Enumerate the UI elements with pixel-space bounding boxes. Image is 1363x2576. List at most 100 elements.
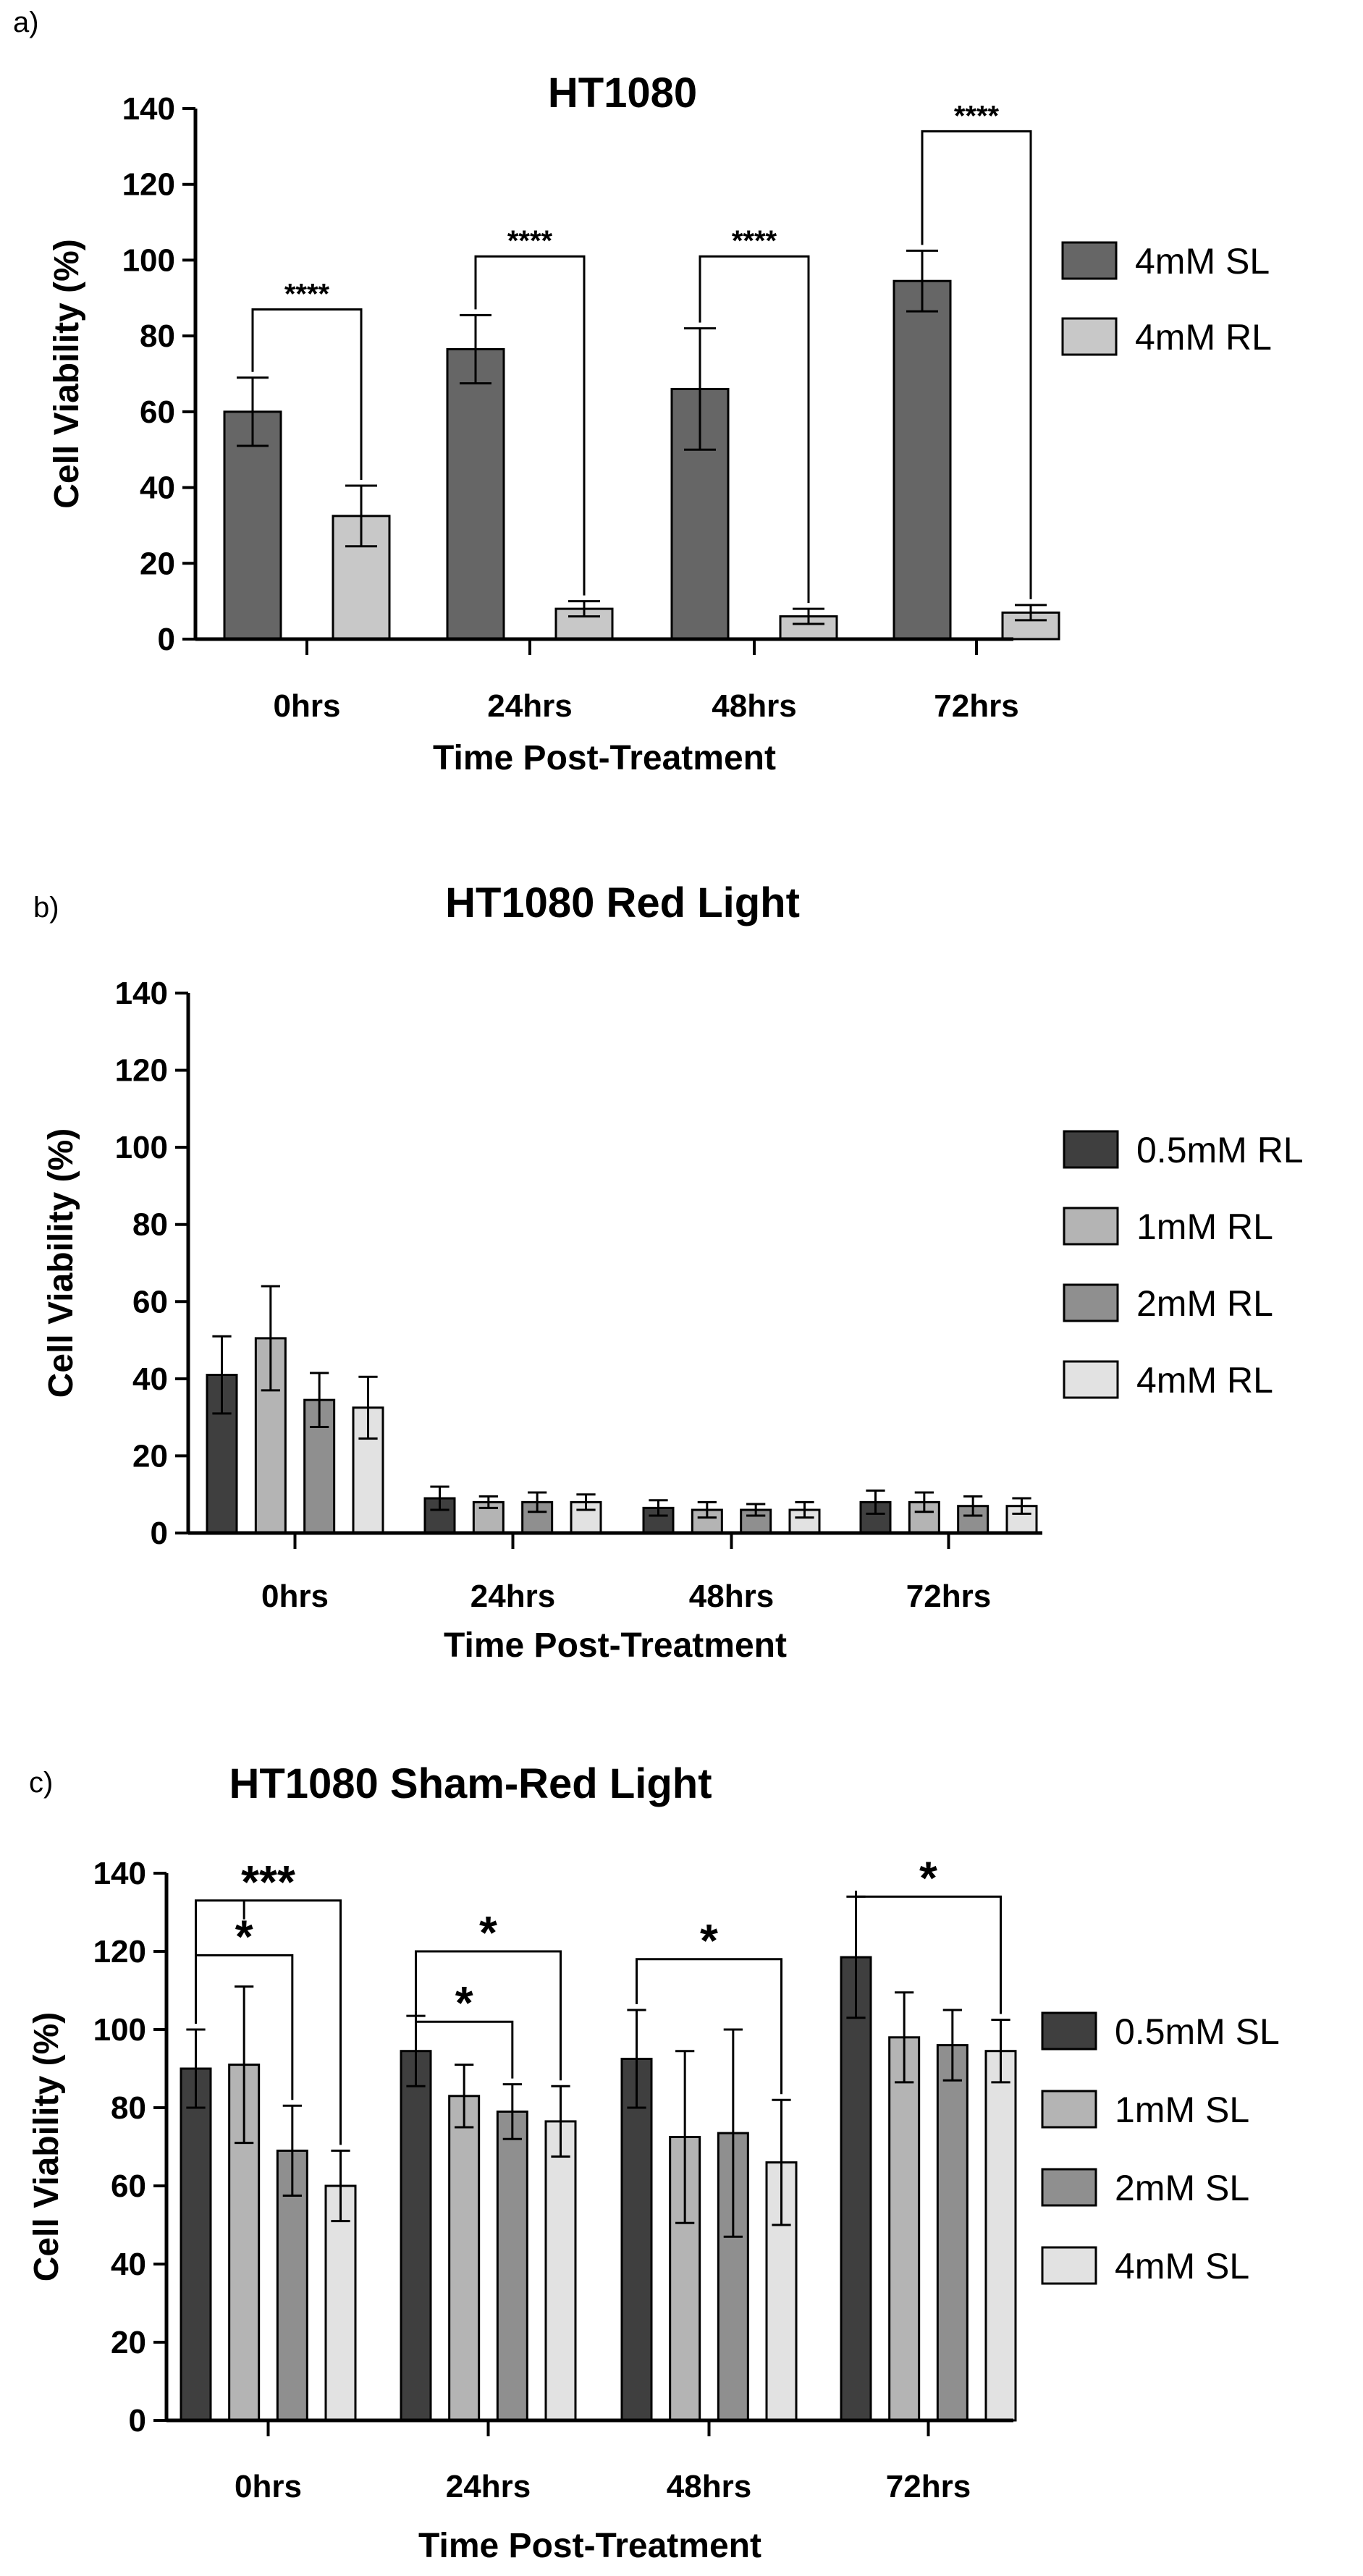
bar-4mm-sl-0hrs	[223, 410, 282, 641]
error-bar	[430, 1485, 450, 1511]
x-tick-label: 72hrs	[906, 1579, 991, 1614]
error-bar	[649, 1499, 668, 1517]
y-tick-label: 80	[140, 318, 175, 354]
bracket-line	[195, 1899, 342, 2145]
error-bar	[795, 1500, 814, 1519]
x-axis-label: Time Post-Treatment	[444, 1626, 787, 1665]
legend-label: 2mM RL	[1136, 1283, 1273, 1324]
legend-label: 0.5mM RL	[1136, 1130, 1304, 1170]
error-bar	[895, 1991, 914, 2084]
error-bar	[212, 1335, 232, 1415]
y-axis-label: Cell Viability (%)	[48, 239, 86, 509]
significance-bracket: ****	[474, 225, 586, 596]
x-tick-label: 48hrs	[667, 2469, 751, 2504]
significance-label: *	[700, 1914, 718, 1967]
significance-label: *	[479, 1906, 497, 1959]
bracket-line	[474, 255, 586, 596]
y-tick-label: 140	[93, 1856, 146, 1891]
bar-0-5mm-rl-24hrs	[423, 1497, 456, 1534]
y-tick-label: 100	[93, 2012, 146, 2048]
y-tick-label: 0	[158, 622, 175, 657]
legend-swatch	[1041, 2090, 1097, 2129]
significance-label: *	[455, 1977, 473, 2029]
error-bar	[675, 2050, 695, 2224]
significance-bracket: *	[636, 1914, 782, 2095]
significance-bracket: ****	[921, 100, 1032, 599]
y-tick-label: 40	[111, 2247, 146, 2282]
bar-4mm-sl-24hrs	[446, 347, 505, 641]
x-tick-label: 48hrs	[712, 688, 796, 724]
bar-1mm-sl-72hrs	[888, 2036, 921, 2422]
y-tick-label: 60	[132, 1284, 168, 1319]
legend-swatch	[1063, 1360, 1119, 1399]
y-axis-label: Cell Viability (%)	[28, 2012, 66, 2282]
legend-swatch	[1063, 1207, 1119, 1246]
legend-label: 0.5mM SL	[1115, 2011, 1280, 2052]
error-bar	[963, 1495, 983, 1517]
bar-1mm-rl-24hrs	[472, 1500, 505, 1534]
significance-bracket: ****	[251, 278, 363, 480]
significance-bracket: *	[415, 1977, 514, 2079]
chart-title: HT1080	[548, 69, 697, 117]
error-bar	[576, 1493, 596, 1511]
chart-panel-a: a) HT1080 0 20 40 60 80 100 120 140 0hrs 24hrs 48hrs…	[13, 7, 1272, 777]
bracket-line	[636, 1958, 782, 2095]
panel-letter: c)	[29, 1767, 53, 1799]
x-axis-label: Time Post-Treatment	[433, 739, 776, 777]
y-tick-label: 0	[151, 1516, 168, 1551]
legend: 0.5mM SL 1mM SL 2mM SL 4mM SL	[1041, 2011, 1280, 2286]
significance-label: ****	[507, 225, 553, 257]
significance-bracket: *	[415, 1906, 562, 2081]
error-bar	[551, 2085, 570, 2158]
x-tick-label: 0hrs	[274, 688, 341, 724]
significance-bracket: ***	[195, 1856, 342, 2145]
x-axis-label: Time Post-Treatment	[418, 2527, 761, 2565]
bracket-line	[415, 2010, 514, 2079]
significance-bracket: *	[195, 1910, 294, 2100]
legend-label: 2mM SL	[1115, 2168, 1249, 2208]
x-tick-label: 0hrs	[235, 2469, 302, 2504]
significance-label: ****	[954, 100, 1000, 132]
bar-0-5mm-sl-48hrs	[620, 2058, 653, 2422]
error-bar	[502, 2083, 522, 2140]
error-bar	[1012, 1497, 1031, 1515]
y-tick-label: 140	[122, 91, 175, 127]
x-tick-label: 72hrs	[886, 2469, 971, 2504]
y-tick-label: 100	[122, 242, 175, 278]
error-bar	[331, 2149, 350, 2223]
y-axis-label: Cell Viability (%)	[42, 1128, 80, 1398]
legend: 4mM SL 4mM RL	[1061, 241, 1272, 358]
y-tick-label: 20	[111, 2325, 146, 2360]
bracket-line	[251, 308, 363, 480]
error-bar	[460, 313, 491, 385]
legend-label: 4mM RL	[1136, 1360, 1273, 1401]
y-tick-label: 80	[132, 1207, 168, 1243]
y-tick-label: 40	[140, 470, 175, 506]
bar-4mm-sl-72hrs	[893, 279, 952, 641]
error-bar	[345, 484, 377, 548]
legend-swatch	[1041, 2168, 1097, 2207]
x-tick-label: 24hrs	[446, 2469, 531, 2504]
y-tick-label: 60	[140, 394, 175, 430]
chart-panel-b: b) HT1080 Red Light 0 20 40 60 80 100 120 140 0hrs…	[33, 879, 1304, 1665]
error-bar	[358, 1375, 378, 1440]
y-tick-label: 60	[111, 2169, 146, 2204]
error-bar	[906, 249, 938, 313]
x-tick-label: 0hrs	[261, 1579, 329, 1614]
bracket-line	[415, 1950, 562, 2081]
bar-0-5mm-sl-72hrs	[840, 1956, 872, 2422]
error-bar	[697, 1500, 717, 1519]
error-bar	[627, 2009, 646, 2109]
significance-label: ***	[241, 1856, 295, 1908]
panel-letter: b)	[33, 892, 59, 924]
significance-bracket: *	[855, 1851, 1002, 2014]
legend-label: 1mM SL	[1115, 2090, 1249, 2130]
legend: 0.5mM RL 1mM RL 2mM RL 4mM RL	[1063, 1130, 1304, 1401]
error-bar	[684, 327, 716, 451]
error-bar	[186, 2028, 206, 2109]
y-tick-label: 120	[122, 167, 175, 203]
error-bar	[793, 607, 824, 625]
y-tick-label: 40	[132, 1361, 168, 1397]
legend-label: 1mM RL	[1136, 1207, 1273, 1247]
